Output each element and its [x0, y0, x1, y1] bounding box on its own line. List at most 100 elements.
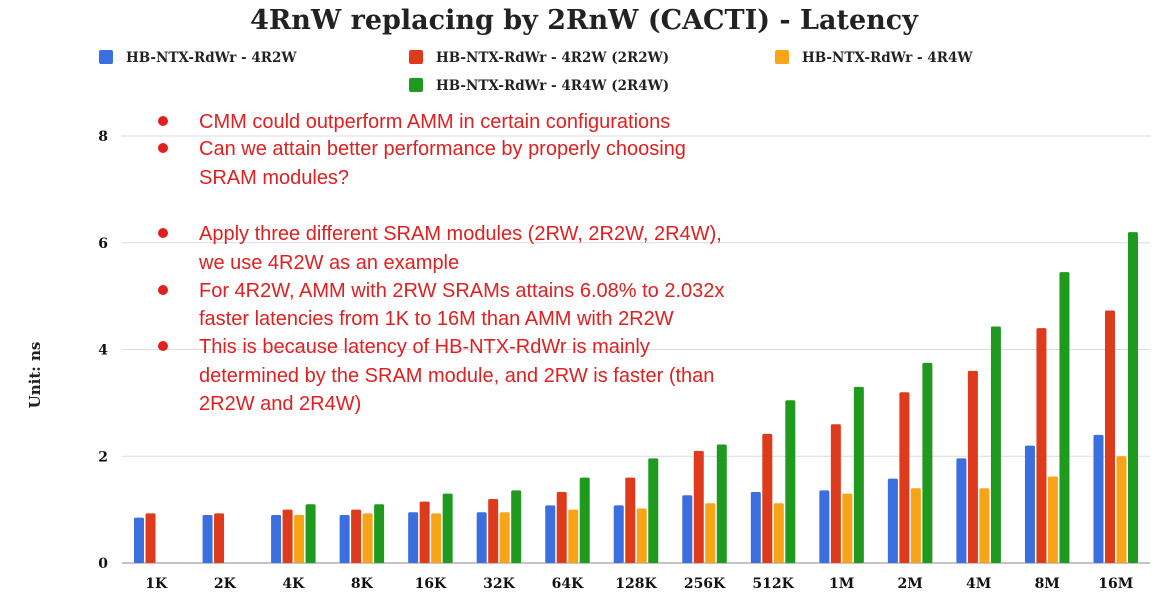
bar [785, 400, 796, 563]
bar [294, 514, 305, 563]
bar [853, 386, 864, 563]
bar [1116, 456, 1127, 563]
bar [1059, 272, 1070, 563]
y-axis-ticks: 0 2 4 6 8 [98, 129, 108, 572]
bar [271, 514, 282, 563]
x-tick-label: 512K [752, 576, 794, 592]
x-tick-label: 1M [829, 576, 854, 592]
bar [511, 490, 522, 563]
bar [716, 444, 727, 563]
x-tick-label: 4K [282, 576, 305, 592]
bar [134, 517, 145, 563]
bar [374, 504, 385, 563]
bullet-dot [158, 341, 168, 351]
bullet-dot [158, 285, 168, 295]
annotation-line: 2R2W and 2R4W) [199, 393, 361, 415]
bar [362, 513, 373, 563]
bar [887, 478, 898, 563]
bar [922, 362, 933, 563]
annotation-notes: CMM could outperform AMM in certain conf… [158, 111, 724, 415]
annotation-line: we use 4R2W as an example [198, 252, 459, 274]
bar [556, 492, 567, 563]
bar [956, 458, 967, 563]
y-axis-label: Unit: ns [26, 342, 44, 409]
bar [1127, 232, 1138, 563]
x-tick-label: 8K [351, 576, 374, 592]
annotation-line: determined by the SRAM module, and 2RW i… [199, 365, 714, 387]
bar [499, 512, 510, 563]
x-tick-label: 32K [483, 576, 515, 592]
bar [967, 370, 978, 563]
x-tick-label: 64K [552, 576, 584, 592]
annotation-line: This is because latency of HB-NTX-RdWr i… [199, 336, 650, 358]
bar [648, 458, 659, 563]
bullet-dot [158, 143, 168, 153]
gridlines [122, 135, 1150, 564]
bar [990, 326, 1001, 563]
legend-swatch [99, 50, 113, 64]
bar [773, 503, 784, 563]
bar [1093, 434, 1104, 563]
bar [979, 488, 990, 563]
annotation-line: SRAM modules? [199, 167, 349, 189]
bar [442, 493, 453, 563]
bar [305, 504, 316, 563]
bar [145, 513, 156, 563]
legend-label: HB-NTX-RdWr - 4R4W (2R4W) [436, 78, 669, 94]
legend-label: HB-NTX-RdWr - 4R2W (2R2W) [436, 50, 669, 66]
bar [419, 501, 430, 563]
legend-label: HB-NTX-RdWr - 4R2W [126, 50, 297, 66]
bar [750, 492, 761, 563]
annotation-line: faster latencies from 1K to 16M than AMM… [199, 308, 674, 330]
annotation-line: Apply three different SRAM modules (2RW,… [199, 223, 722, 245]
bar [202, 514, 213, 563]
legend-label: HB-NTX-RdWr - 4R4W [802, 50, 973, 66]
bar [1036, 328, 1047, 563]
bar [568, 509, 579, 563]
y-tick-label: 0 [98, 556, 108, 572]
bar [910, 488, 921, 563]
bar [579, 477, 590, 563]
bar [842, 493, 853, 563]
bar [819, 490, 830, 563]
bar [613, 505, 624, 563]
annotation-line: Can we attain better performance by prop… [199, 138, 686, 160]
bar [899, 392, 910, 563]
y-tick-label: 6 [98, 236, 108, 252]
bar [1104, 310, 1115, 563]
legend-swatch [409, 50, 423, 64]
y-tick-label: 8 [98, 129, 108, 145]
x-tick-label: 4M [966, 576, 991, 592]
bar [1024, 445, 1035, 563]
bar [545, 505, 556, 563]
bar [339, 514, 350, 563]
bar [693, 450, 704, 563]
legend-swatch [775, 50, 789, 64]
bar [408, 512, 419, 563]
x-tick-label: 8M [1035, 576, 1060, 592]
bar [636, 508, 647, 563]
x-tick-label: 2K [214, 576, 237, 592]
x-tick-label: 2M [898, 576, 923, 592]
annotation-line: CMM could outperform AMM in certain conf… [199, 111, 670, 133]
legend: HB-NTX-RdWr - 4R2W HB-NTX-RdWr - 4R2W (2R… [99, 50, 973, 94]
chart-title: 4RnW replacing by 2RnW (CACTI) - Latency [250, 5, 919, 36]
bar [351, 509, 362, 563]
x-tick-label: 16M [1098, 576, 1133, 592]
bar [431, 513, 442, 563]
x-tick-label: 16K [415, 576, 447, 592]
x-tick-label: 256K [684, 576, 726, 592]
bar [488, 498, 499, 563]
bar [625, 477, 636, 563]
y-tick-label: 4 [98, 343, 108, 359]
bar [214, 513, 225, 563]
bar [682, 495, 693, 563]
bar [762, 433, 773, 563]
bars [134, 232, 1138, 563]
bar [1047, 476, 1058, 563]
bar [830, 424, 841, 563]
bullet-dot [158, 228, 168, 238]
bar [476, 512, 487, 563]
x-axis-ticks: 1K 2K 4K 8K 16K 32K 64K 128K 256K 512K 1M 2M 4M 8M 16M [145, 576, 1133, 592]
